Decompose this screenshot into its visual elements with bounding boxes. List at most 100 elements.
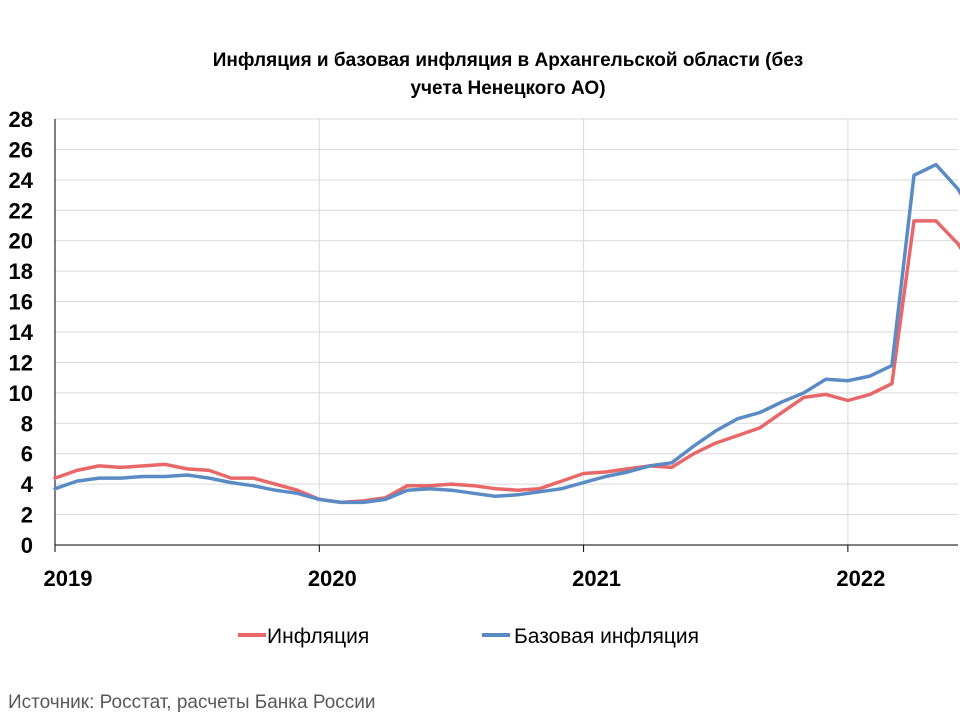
data-point-core-inflation [405, 488, 409, 492]
legend-label-inflation: Инфляция [267, 625, 369, 648]
data-point-inflation [538, 487, 541, 491]
y-tick-label: 8 [21, 411, 33, 436]
y-tick-label: 20 [9, 229, 33, 254]
data-point-core-inflation [758, 411, 762, 415]
series-layer [53, 162, 960, 505]
data-point-core-inflation [824, 377, 828, 381]
data-point-core-inflation [802, 391, 806, 395]
data-point-core-inflation [163, 475, 167, 478]
data-point-core-inflation [295, 491, 299, 495]
data-point-core-inflation [516, 493, 519, 497]
data-point-core-inflation [317, 497, 321, 501]
data-point-core-inflation [361, 500, 365, 504]
data-point-core-inflation [97, 476, 101, 480]
chart-title: Инфляция и базовая инфляция в Архангельс… [213, 50, 803, 99]
data-point-core-inflation [736, 417, 740, 421]
data-point-core-inflation [846, 379, 850, 383]
data-point-inflation [185, 467, 189, 471]
y-tick-label: 10 [9, 381, 33, 406]
data-point-core-inflation [75, 479, 79, 483]
data-point-inflation [956, 242, 960, 246]
data-point-core-inflation [934, 163, 938, 167]
data-point-inflation [670, 465, 674, 469]
data-point-inflation [934, 219, 938, 223]
data-point-core-inflation [538, 490, 541, 494]
source-note: Источник: Росстат, расчеты Банка России [8, 692, 376, 713]
data-point-inflation [846, 399, 850, 402]
data-point-inflation [714, 441, 718, 445]
data-point-inflation [516, 488, 519, 492]
data-point-core-inflation [427, 487, 431, 491]
data-point-inflation [295, 488, 299, 492]
data-point-inflation [75, 468, 79, 472]
data-point-core-inflation [339, 500, 343, 504]
data-point-inflation [163, 462, 167, 466]
y-tick-label: 2 [21, 503, 33, 528]
y-tick-label: 16 [9, 290, 33, 315]
data-point-core-inflation [185, 473, 189, 477]
axes [54, 119, 958, 546]
data-point-core-inflation [560, 487, 564, 491]
data-point-inflation [449, 482, 453, 486]
y-tick-label: 22 [9, 198, 33, 223]
data-point-inflation [736, 434, 740, 437]
data-point-core-inflation [890, 364, 894, 367]
data-point-core-inflation [714, 429, 718, 433]
grid [55, 118, 958, 545]
data-point-inflation [427, 484, 431, 488]
data-point-inflation [119, 465, 123, 469]
data-point-inflation [802, 395, 806, 399]
data-point-core-inflation [648, 464, 652, 468]
data-point-inflation [97, 464, 101, 468]
data-point-core-inflation [53, 487, 57, 491]
data-point-inflation [824, 392, 828, 396]
data-point-core-inflation [912, 173, 916, 177]
y-tick-label: 12 [9, 350, 33, 375]
x-tick-label: 2022 [836, 566, 885, 591]
data-point-inflation [780, 411, 784, 415]
data-point-core-inflation [141, 475, 145, 478]
data-point-inflation [912, 219, 916, 223]
legend-item-inflation: Инфляция [238, 625, 369, 648]
data-point-inflation [53, 476, 57, 480]
series-line-core-inflation [53, 162, 960, 505]
y-tick-label: 6 [21, 442, 33, 467]
data-point-core-inflation [207, 476, 211, 480]
data-point-core-inflation [604, 475, 608, 478]
data-point-core-inflation [868, 374, 872, 378]
data-point-inflation [273, 482, 277, 486]
data-point-core-inflation [472, 491, 475, 495]
legend-label-core-inflation: Базовая инфляция [514, 625, 699, 648]
series-line-inflation [53, 219, 960, 505]
data-point-core-inflation [229, 481, 233, 485]
x-axis-ticks: 2019 2020 2021 2022 [44, 545, 885, 591]
data-point-core-inflation [273, 488, 277, 492]
data-point-core-inflation [494, 494, 497, 498]
y-tick-label: 28 [9, 107, 33, 132]
data-point-inflation [494, 487, 497, 491]
y-tick-label: 4 [21, 472, 34, 497]
chart-title-line-1: Инфляция и базовая инфляция в Архангельс… [213, 50, 803, 71]
data-point-inflation [141, 464, 145, 468]
chart-title-line-2: учета Ненецкого АО) [410, 78, 605, 99]
data-point-core-inflation [383, 497, 387, 501]
data-point-inflation [251, 476, 255, 480]
data-point-core-inflation [582, 481, 586, 485]
data-point-core-inflation [692, 444, 696, 448]
y-tick-label: 26 [9, 137, 33, 162]
y-tick-label: 14 [9, 320, 34, 345]
x-tick-label: 2020 [308, 566, 357, 591]
x-tick-label: 2019 [44, 566, 93, 591]
y-tick-label: 24 [9, 168, 34, 193]
data-point-inflation [626, 467, 630, 471]
data-point-inflation [229, 476, 233, 480]
data-point-inflation [405, 484, 409, 488]
legend: Инфляция Базовая инфляция [238, 625, 699, 648]
data-point-core-inflation [626, 470, 630, 474]
data-point-inflation [692, 452, 696, 456]
data-point-inflation [868, 392, 872, 396]
data-point-inflation [207, 468, 211, 472]
data-point-inflation [472, 484, 475, 488]
